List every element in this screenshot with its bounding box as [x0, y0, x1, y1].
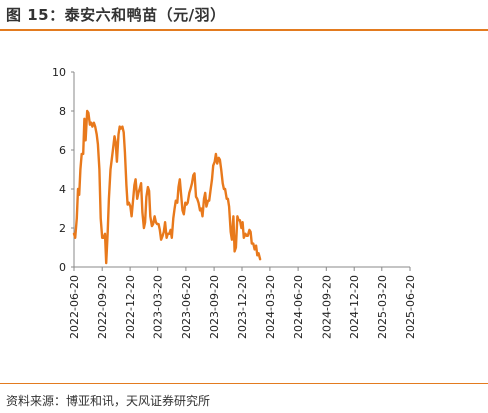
x-tick-label: 2023-09-20 [208, 275, 221, 339]
x-tick-label: 2024-09-20 [320, 275, 333, 339]
y-axis: 0 2 4 6 8 10 [52, 66, 75, 274]
y-tick-label: 10 [52, 66, 66, 79]
y-tick-label: 4 [59, 183, 66, 196]
series-group [72, 109, 262, 265]
source-note: 资料来源：博亚和讯，天风证券研究所 [6, 394, 211, 408]
series-line-0 [72, 109, 262, 265]
x-tick-label: 2022-12-20 [124, 275, 137, 339]
x-tick-label: 2023-06-20 [180, 275, 193, 339]
x-tick-label: 2023-12-20 [236, 275, 249, 339]
y-tick-label: 2 [59, 222, 66, 235]
x-tick-label: 2023-03-20 [152, 275, 165, 339]
x-ticks: 2022-06-20 2022-09-20 2022-12-20 2023-03-20… [68, 267, 417, 339]
source-rule [0, 383, 488, 384]
y-tick-label: 0 [59, 261, 66, 274]
x-tick-label: 2022-06-20 [68, 275, 81, 339]
y-tick-label: 8 [59, 105, 66, 118]
x-tick-label: 2024-06-20 [292, 275, 305, 339]
title-rule [0, 29, 488, 31]
x-tick-label: 2024-12-20 [348, 275, 361, 339]
x-tick-label: 2025-06-20 [404, 275, 417, 339]
x-tick-label: 2024-03-20 [264, 275, 277, 339]
y-tick-label: 6 [59, 144, 66, 157]
y-ticks: 0 2 4 6 8 10 [52, 66, 74, 274]
x-tick-label: 2022-09-20 [96, 275, 109, 339]
figure-title: 图 15：泰安六和鸭苗（元/羽） [6, 6, 226, 24]
x-tick-label: 2025-03-20 [376, 275, 389, 339]
x-axis: 2022-06-20 2022-09-20 2022-12-20 2023-03-20… [68, 266, 417, 339]
